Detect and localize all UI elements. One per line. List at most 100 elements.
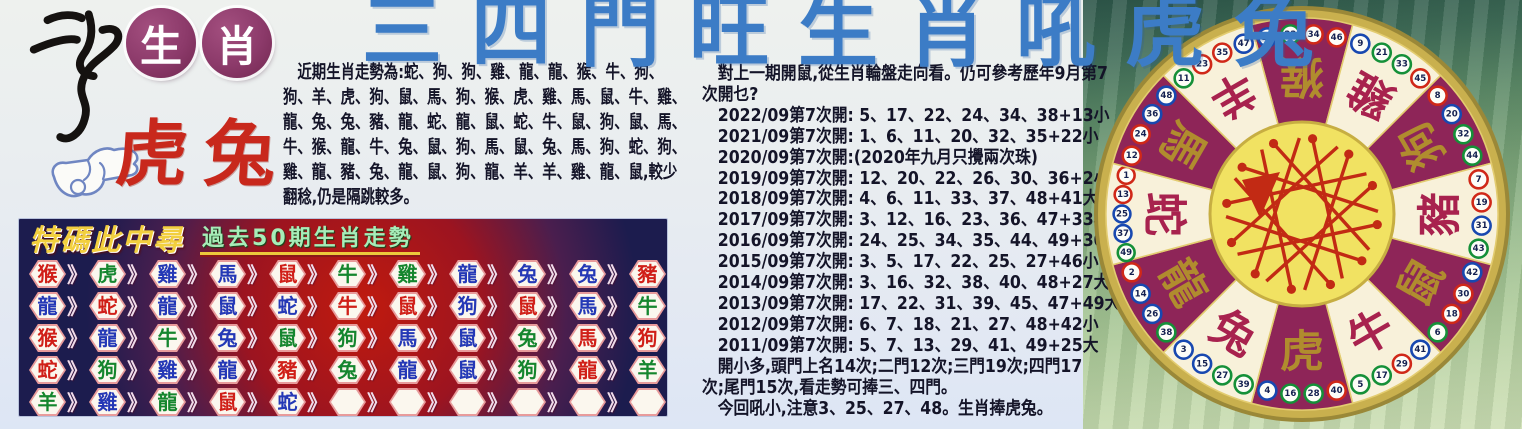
zodiac-char: 馬: [217, 262, 238, 286]
svg-text:49: 49: [1120, 248, 1132, 258]
article-line: 2015/09第7次開: 3、5、17、22、25、27+46小: [702, 252, 1099, 273]
number-ball-38: 38: [1156, 322, 1177, 343]
article-line: 次;尾門15次,看走勢可捧三、四門。: [702, 377, 957, 398]
number-ball-3: 3: [1173, 339, 1194, 360]
empty-hex-cell: [629, 388, 666, 416]
draw-history-article: 對上一期開鼠,從生肖輪盤走向看。仍可參考歷年9月第7 次開乜? 2022/09第7…: [702, 64, 1120, 419]
zodiac-hex-cell: 豬: [629, 260, 666, 288]
svg-text:38: 38: [1160, 328, 1172, 338]
zodiac-char: 鼠: [457, 358, 478, 382]
chevron-separator-icon: 》: [127, 295, 148, 319]
zodiac-hex-cell: 羊: [29, 388, 66, 416]
article-line: 雞、龍、豬、兔、龍、鼠、狗、龍、羊、羊、雞、龍、鼠,較少: [283, 162, 678, 183]
number-ball-13: 13: [1113, 184, 1133, 205]
zodiac-hex-cell: 龍: [89, 324, 126, 352]
trend-line: [1241, 165, 1379, 213]
zodiac-char: 狗: [457, 294, 478, 318]
pointing-hand-icon: [51, 147, 139, 198]
zodiac-hex-cell: 鼠: [509, 292, 546, 320]
chevron-separator-icon: 》: [187, 359, 208, 383]
number-ball-45: 45: [1410, 68, 1431, 89]
number-ball-20: 20: [1441, 103, 1463, 125]
number-ball-14: 14: [1130, 283, 1151, 305]
trend-dot: [1344, 149, 1354, 159]
zodiac-char: 牛: [637, 294, 658, 318]
svg-text:40: 40: [1331, 386, 1343, 396]
trend-dot: [1325, 279, 1336, 290]
svg-text:9: 9: [1357, 39, 1363, 49]
zodiac-hex-cell: 龍: [389, 356, 426, 384]
zodiac-hex-cell: 馬: [569, 292, 606, 320]
zodiac-hex-cell: 龍: [149, 292, 186, 320]
zodiac-hex-cell: 馬: [569, 324, 606, 352]
masthead-badge-xiao: 肖: [202, 8, 272, 78]
trend-table: 特碼此中尋 過去50期生肖走勢 猴》虎》雞》馬》鼠》牛》雞》龍》兔》兔》豬龍》蛇…: [18, 218, 668, 417]
number-ball-16: 16: [1280, 383, 1301, 404]
zodiac-char: 鼠: [397, 294, 418, 318]
zodiac-hex-cell: 蛇: [89, 292, 126, 320]
svg-text:16: 16: [1284, 389, 1296, 399]
zodiac-hex-cell: 馬: [389, 324, 426, 352]
empty-hex-cell: [509, 388, 546, 416]
svg-text:41: 41: [1414, 345, 1426, 355]
zodiac-char: 鼠: [217, 294, 238, 318]
zodiac-hex-cell: 猴: [29, 260, 66, 288]
zodiac-hex-cell: 鼠: [269, 324, 306, 352]
zodiac-char: 牛: [337, 294, 358, 318]
svg-text:31: 31: [1476, 221, 1488, 231]
trend-dot: [1357, 256, 1367, 266]
svg-text:36: 36: [1146, 110, 1158, 120]
svg-text:19: 19: [1476, 198, 1488, 208]
svg-text:43: 43: [1473, 244, 1485, 254]
svg-text:21: 21: [1376, 48, 1388, 58]
chevron-separator-icon: 》: [67, 327, 88, 351]
svg-text:10: 10: [1261, 33, 1273, 43]
number-ball-40: 40: [1326, 380, 1347, 401]
zodiac-hex-cell: 狗: [449, 292, 486, 320]
svg-text:13: 13: [1117, 190, 1129, 200]
chevron-separator-icon: 》: [247, 359, 268, 383]
svg-text:14: 14: [1135, 289, 1147, 299]
zodiac-char: 豬: [637, 262, 658, 286]
svg-text:11: 11: [1178, 74, 1190, 84]
number-ball-47: 47: [1233, 33, 1254, 55]
trend-row: 猴》龍》牛》兔》鼠》狗》馬》鼠》兔》馬》狗: [29, 322, 667, 354]
wheel-sector-label: 虎: [1280, 327, 1324, 378]
chevron-separator-icon: 》: [607, 359, 628, 383]
zodiac-char: 鼠: [457, 326, 478, 350]
number-ball-32: 32: [1453, 123, 1474, 145]
zodiac-hex-cell: 蛇: [29, 356, 66, 384]
zodiac-hex-cell: 蛇: [269, 388, 306, 416]
zodiac-char: 龍: [37, 294, 58, 318]
chevron-separator-icon: 》: [247, 327, 268, 351]
zodiac-char: 羊: [37, 390, 58, 414]
number-ball-49: 49: [1116, 242, 1136, 263]
number-ball-4: 4: [1257, 380, 1278, 401]
svg-text:5: 5: [1357, 380, 1363, 390]
zodiac-char: 狗: [637, 326, 658, 350]
number-ball-39: 39: [1233, 373, 1254, 395]
chevron-separator-icon: 》: [367, 263, 388, 287]
chevron-separator-icon: 》: [547, 295, 568, 319]
svg-text:32: 32: [1457, 130, 1469, 140]
svg-text:25: 25: [1116, 210, 1128, 220]
zodiac-char: 豬: [277, 358, 298, 382]
chevron-separator-icon: 》: [67, 391, 88, 415]
svg-text:34: 34: [1308, 30, 1320, 40]
svg-text:44: 44: [1466, 151, 1478, 161]
number-ball-42: 42: [1461, 262, 1483, 283]
number-ball-1: 1: [1116, 165, 1136, 186]
svg-text:7: 7: [1476, 175, 1482, 185]
trend-row: 龍》蛇》龍》鼠》蛇》牛》鼠》狗》鼠》馬》牛: [29, 290, 667, 322]
chevron-separator-icon: 》: [607, 263, 628, 287]
trend-line: [1310, 138, 1344, 279]
trend-dot: [1268, 138, 1279, 149]
number-ball-21: 21: [1371, 42, 1393, 63]
trend-line: [1272, 142, 1371, 251]
svg-text:6: 6: [1435, 328, 1441, 338]
zodiac-char: 龍: [97, 326, 118, 350]
svg-text:26: 26: [1146, 309, 1158, 319]
article-line: 開小多,頭門上名14次;二門12次;三門19次;四門17: [702, 356, 1083, 377]
zodiac-char: 蛇: [277, 390, 298, 414]
